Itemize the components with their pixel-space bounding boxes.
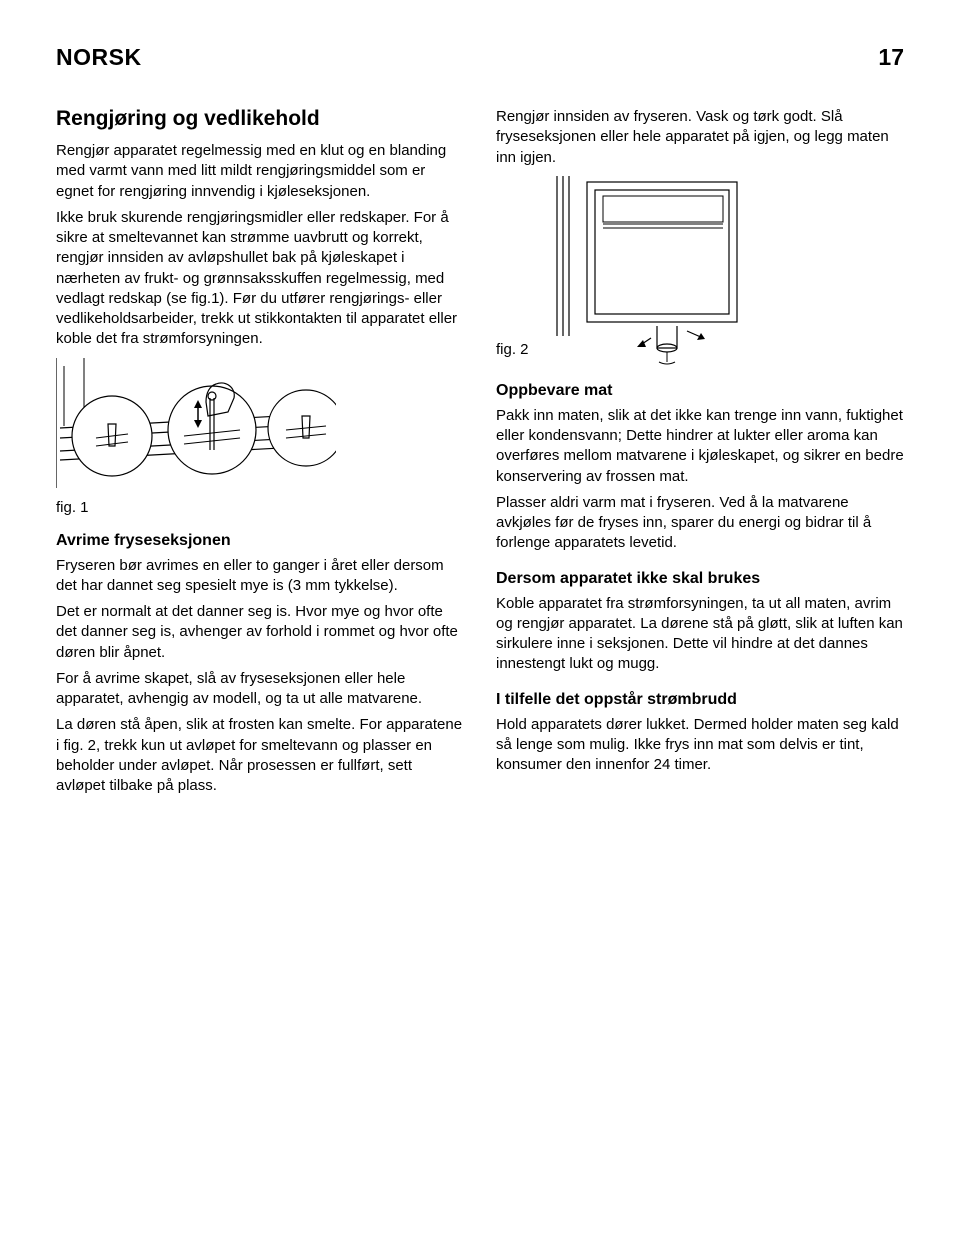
paragraph: Pakk inn maten, slik at det ikke kan tre… (496, 406, 904, 487)
paragraph: Fryseren bør avrimes en eller to ganger … (56, 556, 464, 597)
page-number: 17 (878, 44, 904, 71)
left-column: Rengjøring og vedlikehold Rengjør appara… (56, 107, 464, 802)
paragraph: Koble apparatet fra strømforsyningen, ta… (496, 594, 904, 675)
content-columns: Rengjøring og vedlikehold Rengjør appara… (56, 107, 904, 802)
paragraph: Rengjør innsiden av fryseren. Vask og tø… (496, 107, 904, 168)
drain-cleaning-diagram-icon (56, 358, 336, 488)
paragraph: Rengjør apparatet regelmessig med en klu… (56, 141, 464, 202)
paragraph: Det er normalt at det danner seg is. Hvo… (56, 602, 464, 663)
section-title: Rengjøring og vedlikehold (56, 107, 464, 131)
figure-2-label: fig. 2 (496, 341, 529, 358)
paragraph: La døren stå åpen, slik at frosten kan s… (56, 715, 464, 796)
right-column: Rengjør innsiden av fryseren. Vask og tø… (496, 107, 904, 802)
paragraph: For å avrime skapet, slå av fryseseksjon… (56, 669, 464, 710)
paragraph: Hold apparatets dører lukket. Dermed hol… (496, 715, 904, 776)
freezer-drain-diagram-icon (547, 176, 747, 366)
subheading: Oppbevare mat (496, 382, 904, 400)
figure-1-label: fig. 1 (56, 499, 464, 516)
paragraph: Plasser aldri varm mat i fryseren. Ved å… (496, 493, 904, 554)
language-label: NORSK (56, 44, 142, 71)
subheading: I tilfelle det oppstår strømbrudd (496, 691, 904, 709)
paragraph: Ikke bruk skurende rengjøringsmidler ell… (56, 208, 464, 350)
subheading: Avrime fryseseksjonen (56, 532, 464, 550)
page-header: NORSK 17 (56, 44, 904, 71)
figure-1-illustration (56, 358, 464, 493)
figure-2-wrap: fig. 2 (496, 176, 904, 366)
subheading: Dersom apparatet ikke skal brukes (496, 570, 904, 588)
